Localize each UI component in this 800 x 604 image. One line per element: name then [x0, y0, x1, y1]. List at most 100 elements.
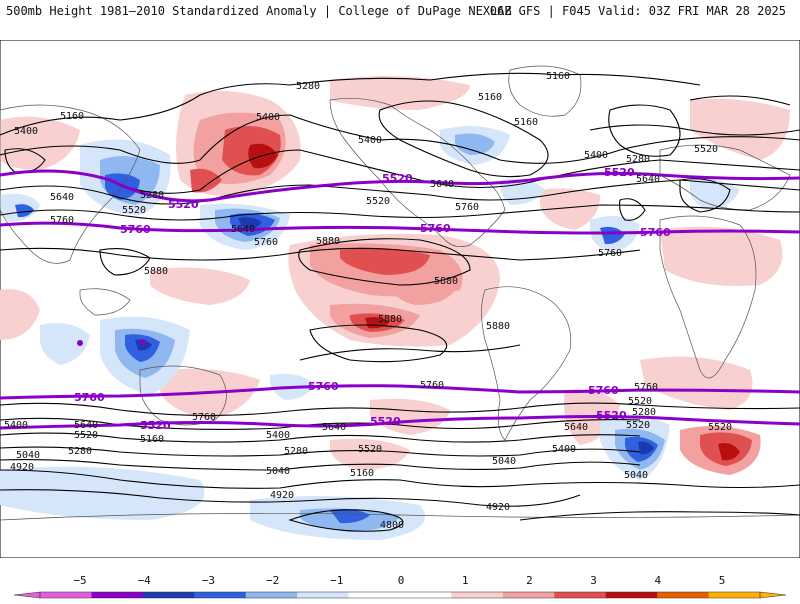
colorbar-tick-label: −4 [138, 574, 152, 587]
contour-label: 5280 [284, 446, 308, 457]
colorbar-segment [554, 592, 607, 598]
colorbar-segment [657, 592, 710, 598]
colorbar-segment [91, 592, 144, 598]
contour-label: 5640 [430, 179, 454, 190]
colorbar-segment [297, 592, 350, 598]
model-run-label: 06Z GFS | F045 Valid: 03Z FRI MAR 28 202… [489, 4, 786, 18]
contour-label: 5040 [16, 450, 40, 461]
colorbar-tick-label: 1 [462, 574, 469, 587]
colorbar-segment [605, 592, 658, 598]
reference-label: 5520 [370, 415, 401, 428]
contour-label: 5520 [122, 205, 146, 216]
contour-label: 5400 [266, 430, 290, 441]
colorbar-segment [348, 592, 401, 598]
colorbar-tick-label: 2 [526, 574, 533, 587]
contour-label: 5520 [628, 396, 652, 407]
contour-label: 5280 [632, 407, 656, 418]
colorbar-segment [400, 592, 452, 598]
colorbar-tick-label: −1 [330, 574, 343, 587]
contour-label: 5640 [564, 422, 588, 433]
contour-label: 5280 [140, 190, 164, 201]
contour-label: 5040 [624, 470, 648, 481]
contour-label: 5640 [50, 192, 74, 203]
colorbar-tick-label: 4 [654, 574, 661, 587]
reference-label: 5520 [168, 198, 199, 211]
colorbar-segment [245, 592, 298, 598]
contour-label: 5760 [634, 382, 658, 393]
colorbar-tick-label: −2 [266, 574, 279, 587]
height-contours [0, 72, 800, 532]
contour-label: 5280 [626, 154, 650, 165]
reference-label: 5760 [120, 223, 151, 236]
contour-label: 5400 [584, 150, 608, 161]
contour-label: 5400 [358, 135, 382, 146]
contour-label: 5640 [322, 422, 346, 433]
contour-label: 5280 [296, 81, 320, 92]
colorbar-segment [708, 592, 761, 598]
reference-label: 5520 [382, 172, 413, 185]
contour-label: 5760 [598, 248, 622, 259]
contour-label: 4800 [380, 520, 404, 531]
reference-label: 5760 [308, 380, 339, 393]
contour-label: 5160 [140, 434, 164, 445]
contour-labels: 5160 5280 5160 5160 5400 5400 5160 5400 … [4, 71, 732, 531]
reference-label: 5760 [74, 391, 105, 404]
contour-label: 4920 [270, 490, 294, 501]
contour-label: 5160 [478, 92, 502, 103]
contour-label: 5760 [420, 380, 444, 391]
colorbar-tick-label: −5 [73, 574, 86, 587]
contour-label: 5880 [316, 236, 340, 247]
contour-label: 5160 [546, 71, 570, 82]
anomaly-map: 5160 5280 5160 5160 5400 5400 5160 5400 … [0, 40, 800, 558]
colorbar-segment [142, 592, 195, 598]
chart-title: 500mb Height 1981–2010 Standardized Anom… [6, 4, 512, 18]
reference-label: 5520 [140, 419, 171, 432]
colorbar-tick-label: 0 [398, 574, 405, 587]
colorbar-tick-label: 3 [590, 574, 597, 587]
colorbar-segment [502, 592, 555, 598]
contour-label: 5760 [254, 237, 278, 248]
colorbar-tick-label: 5 [719, 574, 726, 587]
contour-label: 5040 [266, 466, 290, 477]
contour-label: 5160 [60, 111, 84, 122]
contour-label: 5040 [492, 456, 516, 467]
coastlines [0, 65, 800, 521]
colorbar-tick-label: −3 [202, 574, 215, 587]
contour-label: 5640 [231, 224, 255, 235]
contour-label: 5880 [144, 266, 168, 277]
contour-label: 5400 [256, 112, 280, 123]
contour-label: 5280 [68, 446, 92, 457]
contour-label: 5520 [708, 422, 732, 433]
reference-label: 5760 [588, 384, 619, 397]
contour-label: 5880 [434, 276, 458, 287]
contour-label: 5400 [4, 420, 28, 431]
contour-label: 5160 [350, 468, 374, 479]
contour-label: 5760 [455, 202, 479, 213]
contour-label: 5760 [192, 412, 216, 423]
contour-label: 5760 [50, 215, 74, 226]
contour-label: 5520 [358, 444, 382, 455]
colorbar-extend-high [759, 591, 787, 599]
contour-label: 5400 [14, 126, 38, 137]
contour-label: 5520 [366, 196, 390, 207]
contour-label: 5880 [378, 314, 402, 325]
contour-label: 5160 [514, 117, 538, 128]
contour-label: 5520 [694, 144, 718, 155]
colorbar-outline [39, 591, 761, 599]
reference-contours [0, 169, 800, 430]
reference-label: 5760 [420, 222, 451, 235]
colorbar-segment [451, 592, 504, 598]
contour-label: 5400 [552, 444, 576, 455]
contour-label: 5640 [636, 174, 660, 185]
contour-label: 4920 [486, 502, 510, 513]
reference-label: 5760 [640, 226, 671, 239]
anomaly-shading [0, 76, 790, 540]
colorbar-segment [40, 592, 92, 598]
contour-label: 5880 [486, 321, 510, 332]
reference-labels: 5520 5520 5520 5760 5760 5760 5760 5760 … [74, 166, 671, 432]
contour-label: 5520 [626, 420, 650, 431]
reference-label: 5520 [596, 409, 627, 422]
contour-label: 5640 [74, 420, 98, 431]
anomaly-colorbar: −5 −4 −3 −2 −1 0 1 2 3 4 5 [0, 568, 800, 600]
colorbar-extend-low [13, 591, 41, 599]
